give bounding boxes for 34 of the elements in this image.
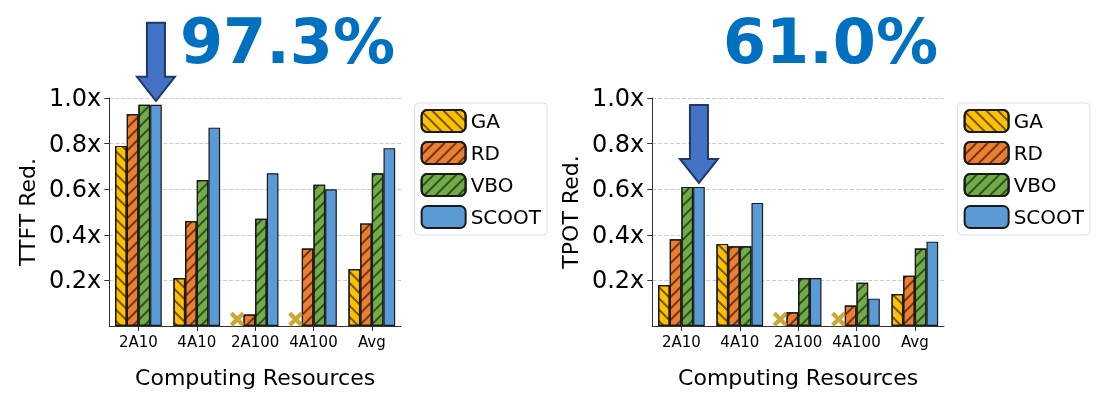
x-axis-title: Computing Resources — [678, 364, 919, 390]
x-tick-label: 2A10 — [661, 332, 701, 351]
x-tick-label: Avg — [357, 332, 386, 351]
legend-label: GA — [1013, 109, 1044, 133]
legend-label: VBO — [1013, 173, 1057, 197]
legend-label: VBO — [470, 173, 514, 197]
x-tick-label: 2A100 — [773, 332, 823, 351]
legend-label: SCOOT — [1013, 205, 1085, 229]
y-axis-title: TPOT Red. — [557, 155, 583, 270]
x-tick-label: 2A100 — [230, 332, 280, 351]
y-tick-label: 0.8x — [48, 129, 102, 158]
x-tick-label: Avg — [900, 332, 929, 351]
y-axis-title: TTFT Red. — [14, 158, 40, 267]
y-tick-label: 0.2x — [591, 266, 645, 295]
x-tick-label: 4A100 — [289, 332, 338, 351]
annotation: 61.0% — [722, 4, 939, 78]
x-tick-label: 4A10 — [177, 332, 217, 351]
y-tick-label: 0.6x — [48, 175, 102, 204]
legend-label: SCOOT — [470, 205, 542, 229]
y-tick-label: 0.4x — [48, 220, 102, 249]
y-tick-label: 0.6x — [591, 175, 645, 204]
x-tick-label: 4A10 — [720, 332, 760, 351]
y-tick-label: 1.0x — [591, 84, 645, 112]
y-tick-label: 1.0x — [48, 84, 102, 112]
legend-label: GA — [470, 109, 501, 133]
y-tick-label: 0.2x — [48, 266, 102, 295]
y-tick-label: 0.8x — [591, 129, 645, 158]
y-tick-label: 0.4x — [591, 220, 645, 249]
x-tick-label: 4A100 — [832, 332, 881, 351]
legend-label: RD — [470, 141, 500, 165]
annotation: 97.3% — [179, 4, 396, 78]
x-tick-label: 2A10 — [118, 332, 158, 351]
x-axis-title: Computing Resources — [135, 364, 376, 390]
legend-label: RD — [1013, 141, 1043, 165]
